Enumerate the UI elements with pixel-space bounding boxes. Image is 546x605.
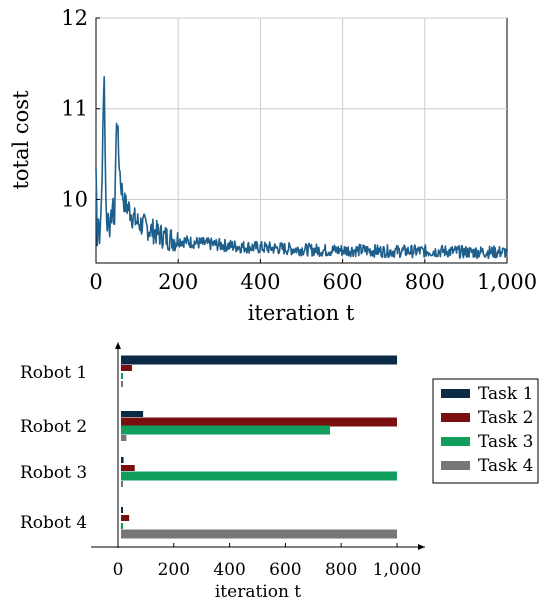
- bar-x-tick-label: 400: [213, 560, 245, 580]
- line-plot-area: [95, 17, 508, 264]
- legend-label: Task 4: [478, 456, 533, 476]
- line-y-ticks: 10 11 12: [61, 6, 100, 211]
- bar-x-ticks: 0 200 400 600 800 1,000: [113, 543, 422, 580]
- legend-label: Task 1: [478, 384, 533, 404]
- robot-label: Robot 3: [20, 463, 87, 483]
- task-bar: [121, 523, 123, 529]
- task-bar: [121, 457, 124, 463]
- cost-series-line: [95, 76, 508, 260]
- bar-x-axis-arrow: [418, 544, 425, 550]
- line-y-tick-label: 10: [61, 187, 88, 211]
- line-y-axis-title: total cost: [9, 90, 33, 190]
- line-chart: 0 200 400 600 800 1,000 10 11 12 iteration t to…: [9, 6, 537, 325]
- legend-swatch: [441, 461, 470, 470]
- bar-x-tick-label: 800: [325, 560, 357, 580]
- bar-chart: 0 200 400 600 800 1,000 Robot 1 Robot 2 Robot 3…: [20, 342, 539, 602]
- task-bar: [121, 515, 130, 521]
- bar-y-axis-arrow: [115, 342, 121, 349]
- line-x-tick-label: 200: [158, 270, 198, 294]
- line-x-tick-label: 600: [323, 270, 363, 294]
- line-x-ticks: 0 200 400 600 800 1,000: [89, 259, 537, 294]
- task-bar: [121, 507, 123, 513]
- task-bar: [121, 365, 132, 371]
- task-bar: [121, 425, 331, 435]
- task-bar: [121, 381, 123, 387]
- task-bar: [121, 417, 397, 427]
- line-y-tick-label: 11: [61, 97, 88, 121]
- line-x-tick-label: 400: [240, 270, 280, 294]
- line-x-tick-label: 1,000: [477, 270, 537, 294]
- task-bar: [121, 373, 123, 379]
- line-x-tick-label: 0: [89, 270, 102, 294]
- task-bar: [121, 471, 397, 481]
- bar-x-tick-label: 0: [113, 560, 124, 580]
- task-bar: [121, 529, 397, 539]
- line-x-axis-title: iteration t: [248, 301, 355, 325]
- task-bar: [121, 435, 127, 441]
- bar-x-axis-title: iteration t: [215, 582, 301, 602]
- robot-label: Robot 2: [20, 417, 87, 437]
- bar-x-tick-label: 200: [158, 560, 190, 580]
- robot-label: Robot 4: [20, 513, 87, 533]
- legend-swatch: [441, 413, 470, 422]
- bar-axes: [91, 342, 425, 550]
- legend-swatch: [441, 437, 470, 446]
- legend-swatch: [441, 389, 470, 398]
- line-x-tick-label: 800: [405, 270, 445, 294]
- robot-label: Robot 1: [20, 363, 87, 383]
- legend-label: Task 2: [478, 408, 533, 428]
- legend-label: Task 3: [478, 432, 533, 452]
- bar-marks: [121, 355, 397, 539]
- bar-legend: Task 1 Task 2 Task 3 Task 4: [432, 378, 539, 484]
- line-grid: [96, 17, 507, 263]
- bar-x-tick-label: 1,000: [373, 560, 422, 580]
- task-bar: [121, 355, 397, 365]
- bar-category-labels: Robot 1 Robot 2 Robot 3 Robot 4: [20, 363, 87, 533]
- bar-x-tick-label: 600: [269, 560, 301, 580]
- task-bar: [121, 465, 135, 471]
- task-bar: [121, 481, 123, 487]
- task-bar: [121, 411, 144, 417]
- line-series: [95, 76, 508, 260]
- line-y-tick-label: 12: [61, 6, 88, 30]
